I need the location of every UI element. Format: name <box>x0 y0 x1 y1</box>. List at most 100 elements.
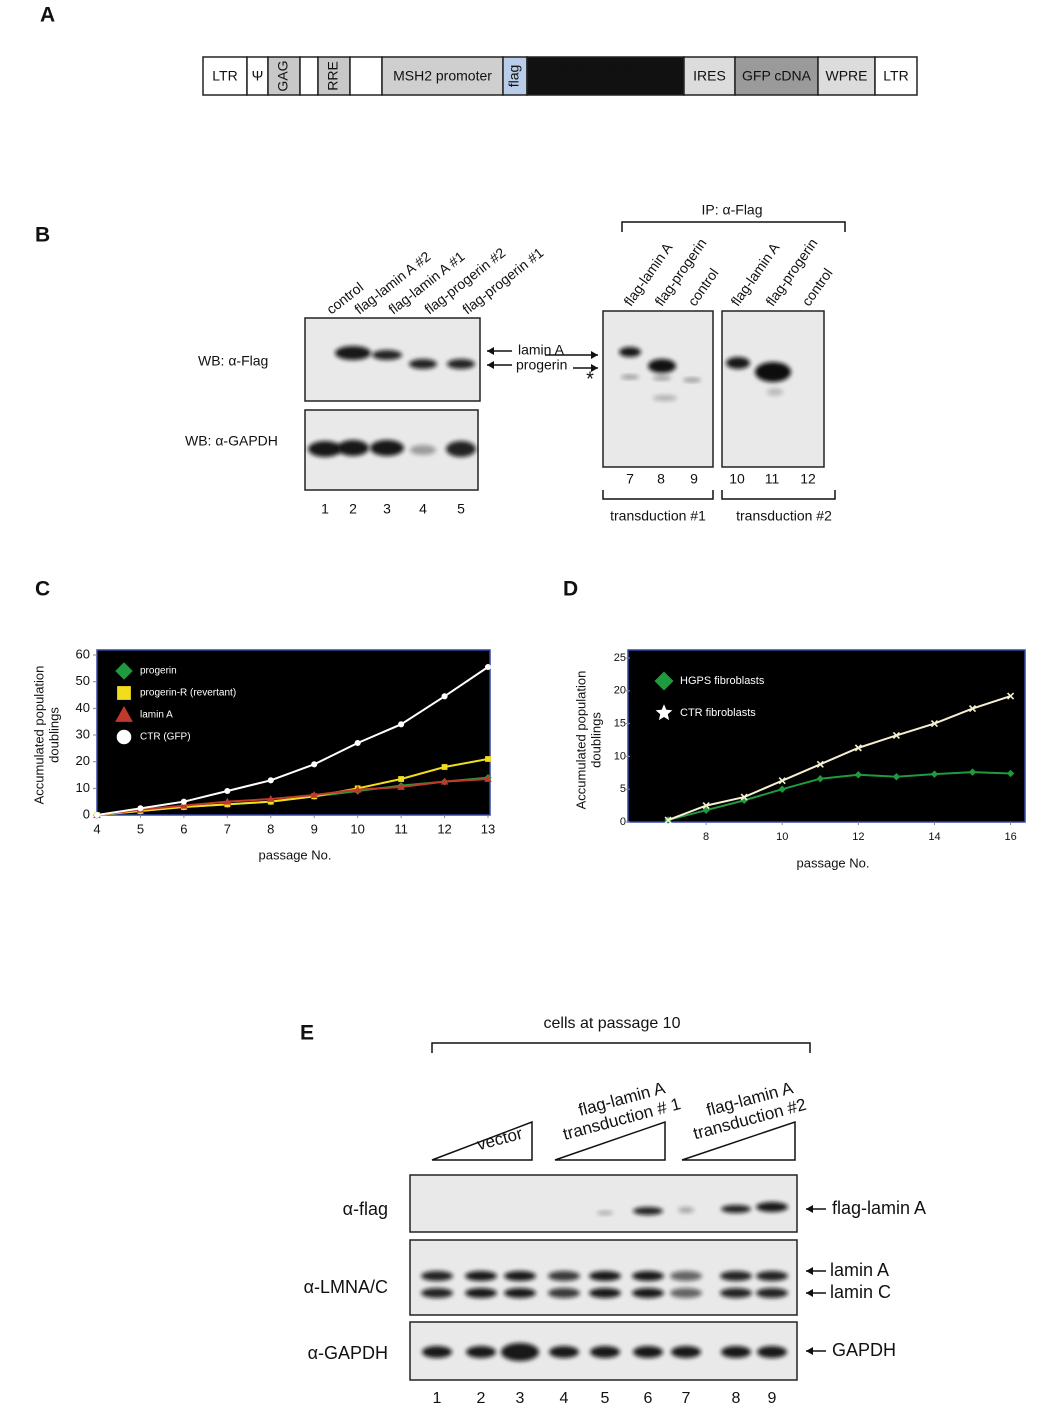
blot-band <box>767 388 783 396</box>
blot-band <box>548 1271 580 1281</box>
header: cells at passage 10 <box>544 1015 681 1032</box>
y-tick-label: 5 <box>620 783 626 795</box>
lane-number: 2 <box>349 501 357 517</box>
row-label: α-flag <box>343 1199 388 1219</box>
marker <box>654 671 674 691</box>
row-label: WB: α-GAPDH <box>185 433 278 449</box>
blot-band <box>337 440 369 456</box>
marker <box>137 805 144 812</box>
blot-band <box>446 441 476 457</box>
segment-label: WPRE <box>826 68 868 84</box>
panel-label: D <box>563 578 578 601</box>
blot-band <box>756 1271 788 1281</box>
lane-number: 3 <box>383 501 391 517</box>
marker <box>353 785 362 793</box>
band-label: flag-lamin A <box>832 1198 926 1218</box>
panel-label: C <box>35 578 50 601</box>
transduction-label: transduction #2 <box>736 508 832 524</box>
marker <box>484 663 492 671</box>
marker <box>1007 692 1015 700</box>
marker <box>702 806 710 814</box>
arrow-head <box>591 351 598 359</box>
blot-band <box>619 347 641 357</box>
marker <box>441 764 448 770</box>
segment-label: GFP cDNA <box>742 68 812 84</box>
marker <box>398 721 405 728</box>
vector-segment <box>317 56 351 96</box>
band-label: lamin A <box>518 342 565 358</box>
plot-area <box>627 649 1026 823</box>
vector-segment <box>299 56 319 96</box>
arrow-head <box>806 1289 813 1297</box>
y-tick-label: 10 <box>614 750 626 762</box>
bracket <box>721 490 836 500</box>
marker <box>930 770 939 778</box>
blot-band <box>757 1346 787 1358</box>
lane-number: 6 <box>644 1390 653 1407</box>
vector-segment <box>734 56 819 96</box>
blot-band <box>632 1271 664 1281</box>
blot-band <box>720 1271 752 1281</box>
blot-band <box>548 1288 580 1298</box>
segment-label: flag <box>506 65 522 88</box>
marker <box>816 760 824 768</box>
marker <box>180 801 188 809</box>
marker <box>224 787 231 795</box>
vector-segment <box>381 56 504 96</box>
band-label: progerin <box>516 357 567 373</box>
marker <box>354 739 361 747</box>
x-tick-label: 9 <box>311 821 318 836</box>
panel-label: B <box>35 224 50 247</box>
blot-band <box>466 1346 496 1358</box>
blot-band <box>670 1271 702 1281</box>
marker <box>93 811 101 819</box>
x-tick-label: 6 <box>180 821 187 836</box>
y-tick-label: 50 <box>76 673 90 688</box>
marker <box>664 816 672 824</box>
lane-number: 9 <box>768 1390 777 1407</box>
x-tick-label: 10 <box>776 831 788 843</box>
x-tick-label: 14 <box>928 831 940 843</box>
row-label: α-LMNA/C <box>304 1277 388 1297</box>
blot <box>409 1174 798 1233</box>
blot-band <box>721 1205 751 1213</box>
y-axis-label: doublings <box>46 707 61 763</box>
legend-label: CTR fibroblasts <box>680 707 756 719</box>
blot-band <box>421 1271 453 1281</box>
series-line <box>96 758 489 816</box>
y-tick-label: 0 <box>620 816 626 828</box>
lane-number: 5 <box>601 1390 610 1407</box>
series-line <box>96 666 489 816</box>
lane-number: 5 <box>457 501 465 517</box>
vector-segment <box>202 56 248 96</box>
segment-label: LTR <box>883 68 908 84</box>
panel-label: A <box>40 4 55 27</box>
arrow-head <box>806 1267 813 1275</box>
band-label: GAPDH <box>832 1340 896 1360</box>
segment-label: MSH2 promoter <box>393 68 492 84</box>
x-axis-label: passage No. <box>259 847 332 862</box>
band-label: lamin A <box>830 1260 889 1280</box>
lane-number: 4 <box>419 501 427 517</box>
wedge <box>681 1120 796 1161</box>
marker <box>223 797 232 805</box>
arrow-head <box>591 364 598 372</box>
x-tick-label: 11 <box>394 821 408 836</box>
blot-band <box>589 1288 621 1298</box>
blot <box>602 310 714 468</box>
lane-number: 2 <box>477 1390 486 1407</box>
blot-band <box>621 375 639 379</box>
marker <box>854 744 862 752</box>
x-tick-label: 4 <box>93 821 100 836</box>
marker <box>702 802 710 810</box>
segment-label: lamin A/progerin <box>555 59 656 75</box>
lane-number: 1 <box>321 501 329 517</box>
blot-band <box>633 1346 663 1358</box>
blot-band <box>671 1346 701 1358</box>
lane-number: 7 <box>626 471 634 487</box>
blot-band <box>721 1346 751 1358</box>
marker <box>778 785 786 793</box>
blot-band <box>589 1271 621 1281</box>
arrow-head <box>487 347 494 355</box>
blot-band <box>597 1211 613 1215</box>
